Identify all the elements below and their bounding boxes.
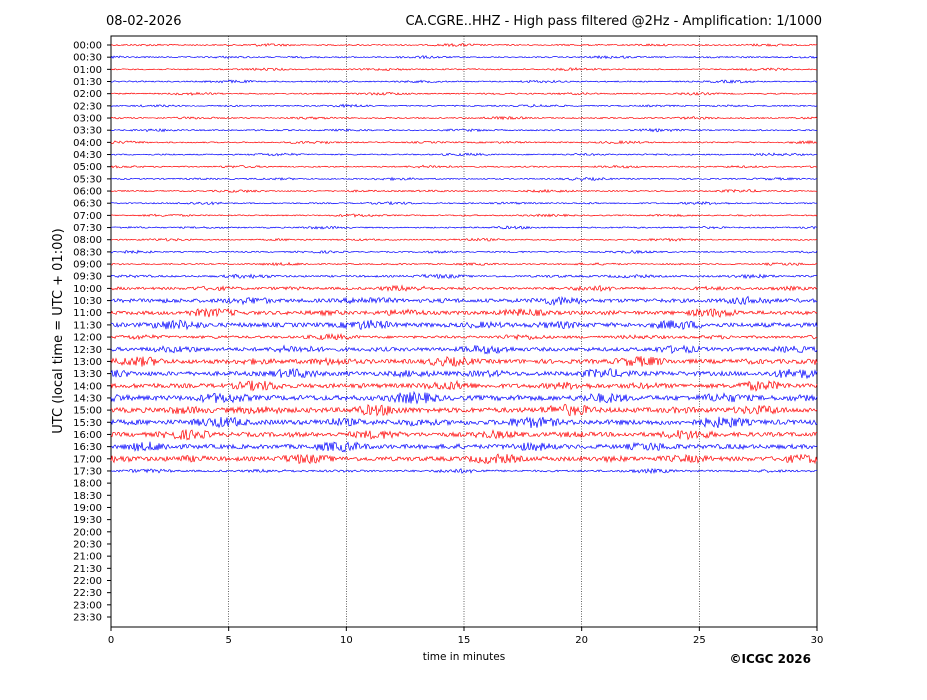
seismic-trace	[110, 390, 818, 405]
y-tick-label: 12:00	[73, 333, 102, 344]
seismic-trace	[110, 237, 818, 242]
x-tick-label: 5	[225, 635, 231, 646]
date-title: 08-02-2026	[106, 14, 182, 29]
y-tick-label: 05:30	[73, 174, 102, 185]
y-tick-label: 10:00	[73, 284, 102, 295]
y-tick-label: 13:30	[73, 369, 102, 380]
seismic-trace	[110, 344, 818, 355]
y-tick-label: 15:30	[73, 418, 102, 429]
y-tick-label: 12:30	[73, 345, 102, 356]
y-tick-label: 00:00	[73, 41, 102, 52]
y-tick-label: 02:00	[73, 89, 102, 100]
y-tick-label: 06:00	[73, 187, 102, 198]
y-tick-label: 00:30	[73, 53, 102, 64]
x-tick-label: 20	[575, 635, 588, 646]
seismic-trace	[110, 127, 818, 133]
x-tick-label: 15	[458, 635, 471, 646]
x-axis-label: time in minutes	[423, 651, 505, 663]
seismic-trace	[110, 441, 818, 453]
y-tick-label: 13:00	[73, 357, 102, 368]
seismic-trace	[110, 55, 818, 60]
y-tick-label: 04:30	[73, 150, 102, 161]
chart-title: CA.CGRE..HHZ - High pass filtered @2Hz -…	[405, 14, 822, 29]
seismic-trace	[110, 140, 818, 145]
y-tick-label: 08:00	[73, 235, 102, 246]
y-tick-label: 23:00	[73, 600, 102, 611]
seismic-trace	[110, 467, 818, 475]
seismic-trace	[110, 225, 818, 230]
x-tick-label: 25	[693, 635, 706, 646]
y-tick-label: 03:30	[73, 126, 102, 137]
y-tick-label: 18:00	[73, 479, 102, 490]
y-tick-label: 03:00	[73, 114, 102, 125]
y-tick-label: 08:30	[73, 247, 102, 258]
seismic-trace	[110, 356, 818, 367]
seismic-trace	[110, 213, 818, 218]
y-tick-label: 15:00	[73, 406, 102, 417]
y-tick-label: 21:30	[73, 564, 102, 575]
y-tick-label: 02:30	[73, 101, 102, 112]
seismic-trace	[110, 453, 818, 465]
seismic-trace	[110, 319, 818, 331]
y-tick-label: 23:30	[73, 613, 102, 624]
y-tick-label: 07:00	[73, 211, 102, 222]
seismic-trace	[110, 176, 818, 182]
seismic-trace	[110, 43, 818, 48]
y-tick-label: 16:30	[73, 442, 102, 453]
y-tick-label: 09:30	[73, 272, 102, 283]
y-tick-label: 18:30	[73, 491, 102, 502]
seismic-trace	[110, 295, 818, 307]
seismic-trace	[110, 379, 818, 392]
y-tick-label: 20:00	[73, 527, 102, 538]
seismic-trace	[110, 416, 818, 429]
seismic-trace	[110, 367, 818, 380]
credit: ©ICGC 2026	[729, 652, 811, 666]
seismic-trace	[110, 284, 818, 292]
y-tick-label: 09:00	[73, 260, 102, 271]
y-tick-label: 01:00	[73, 65, 102, 76]
y-tick-label: 16:00	[73, 430, 102, 441]
y-tick-label: 22:00	[73, 576, 102, 587]
y-tick-label: 19:00	[73, 503, 102, 514]
y-tick-label: 20:30	[73, 539, 102, 550]
seismic-trace	[110, 273, 818, 280]
y-tick-label: 14:30	[73, 393, 102, 404]
y-tick-label: 07:30	[73, 223, 102, 234]
seismic-trace	[110, 79, 818, 84]
y-tick-label: 01:30	[73, 77, 102, 88]
seismic-trace	[110, 115, 818, 121]
seismic-trace	[110, 429, 818, 441]
y-tick-label: 21:00	[73, 552, 102, 563]
x-tick-label: 0	[108, 635, 114, 646]
y-axis-label: UTC (local time = UTC + 01:00)	[51, 228, 66, 433]
seismic-trace	[110, 307, 818, 318]
seismic-trace	[110, 200, 818, 206]
y-tick-label: 17:00	[73, 454, 102, 465]
seismic-trace	[110, 261, 818, 267]
seismic-trace	[110, 91, 818, 96]
seismic-trace	[110, 103, 818, 109]
y-tick-label: 11:30	[73, 320, 102, 331]
seismic-trace	[110, 152, 818, 157]
seismic-trace	[110, 164, 818, 169]
seismic-trace	[110, 188, 818, 194]
y-tick-label: 11:00	[73, 308, 102, 319]
seismic-trace	[110, 67, 818, 72]
x-tick-label: 30	[811, 635, 824, 646]
y-tick-label: 04:00	[73, 138, 102, 149]
y-tick-label: 06:30	[73, 199, 102, 210]
y-tick-label: 05:00	[73, 162, 102, 173]
y-tick-label: 22:30	[73, 588, 102, 599]
y-tick-label: 10:30	[73, 296, 102, 307]
seismic-trace	[110, 249, 818, 255]
y-tick-label: 19:30	[73, 515, 102, 526]
x-tick-label: 10	[340, 635, 353, 646]
seismic-trace	[110, 333, 818, 341]
seismic-trace	[110, 403, 818, 417]
y-tick-label: 14:00	[73, 381, 102, 392]
y-tick-label: 17:30	[73, 466, 102, 477]
